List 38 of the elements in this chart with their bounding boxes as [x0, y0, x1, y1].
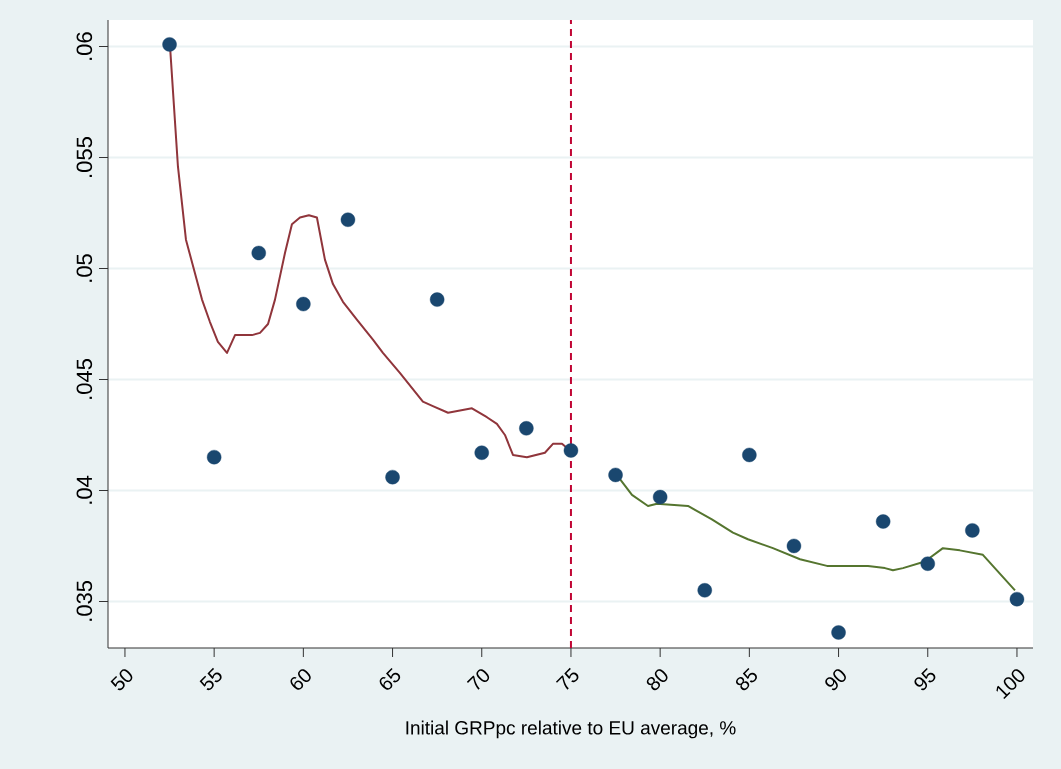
point [162, 37, 177, 52]
point [875, 514, 891, 529]
y-tick-label: .055 [76, 137, 93, 177]
x-tick-label: 80 [646, 669, 668, 691]
x-tick-label: 100 [996, 669, 1025, 700]
point [742, 447, 757, 463]
x-tick-label: 55 [199, 667, 222, 691]
point [429, 292, 445, 307]
x-tick-label: 60 [290, 669, 311, 690]
point [385, 469, 400, 485]
point [831, 625, 846, 640]
point [920, 556, 935, 571]
y-tick-label: .045 [76, 359, 93, 399]
y-tick-label: .06 [76, 32, 93, 60]
y-tick-label: .035 [76, 580, 93, 621]
x-tick-label: 50 [110, 669, 133, 691]
x-tick-label: 65 [379, 668, 401, 690]
point [206, 449, 222, 465]
x-tick-label: 70 [466, 669, 490, 690]
point [652, 489, 668, 505]
x-tick-label: 75 [555, 667, 579, 690]
x-tick-label: 95 [914, 668, 936, 691]
y-tick-label: .04 [76, 475, 93, 504]
y-tick-label: .05 [76, 254, 93, 282]
x-axis-title: Initial GRPpc relative to EU average, % [406, 720, 736, 739]
point [786, 538, 802, 554]
point [697, 583, 712, 598]
point [296, 296, 311, 312]
point [1009, 591, 1025, 607]
point [519, 421, 534, 436]
x-tick-label: 90 [825, 669, 846, 691]
point [474, 445, 489, 460]
point [965, 523, 980, 538]
point [608, 467, 623, 483]
x-tick-label: 85 [735, 668, 757, 691]
point [563, 443, 579, 458]
point [251, 245, 266, 261]
point [340, 212, 356, 227]
